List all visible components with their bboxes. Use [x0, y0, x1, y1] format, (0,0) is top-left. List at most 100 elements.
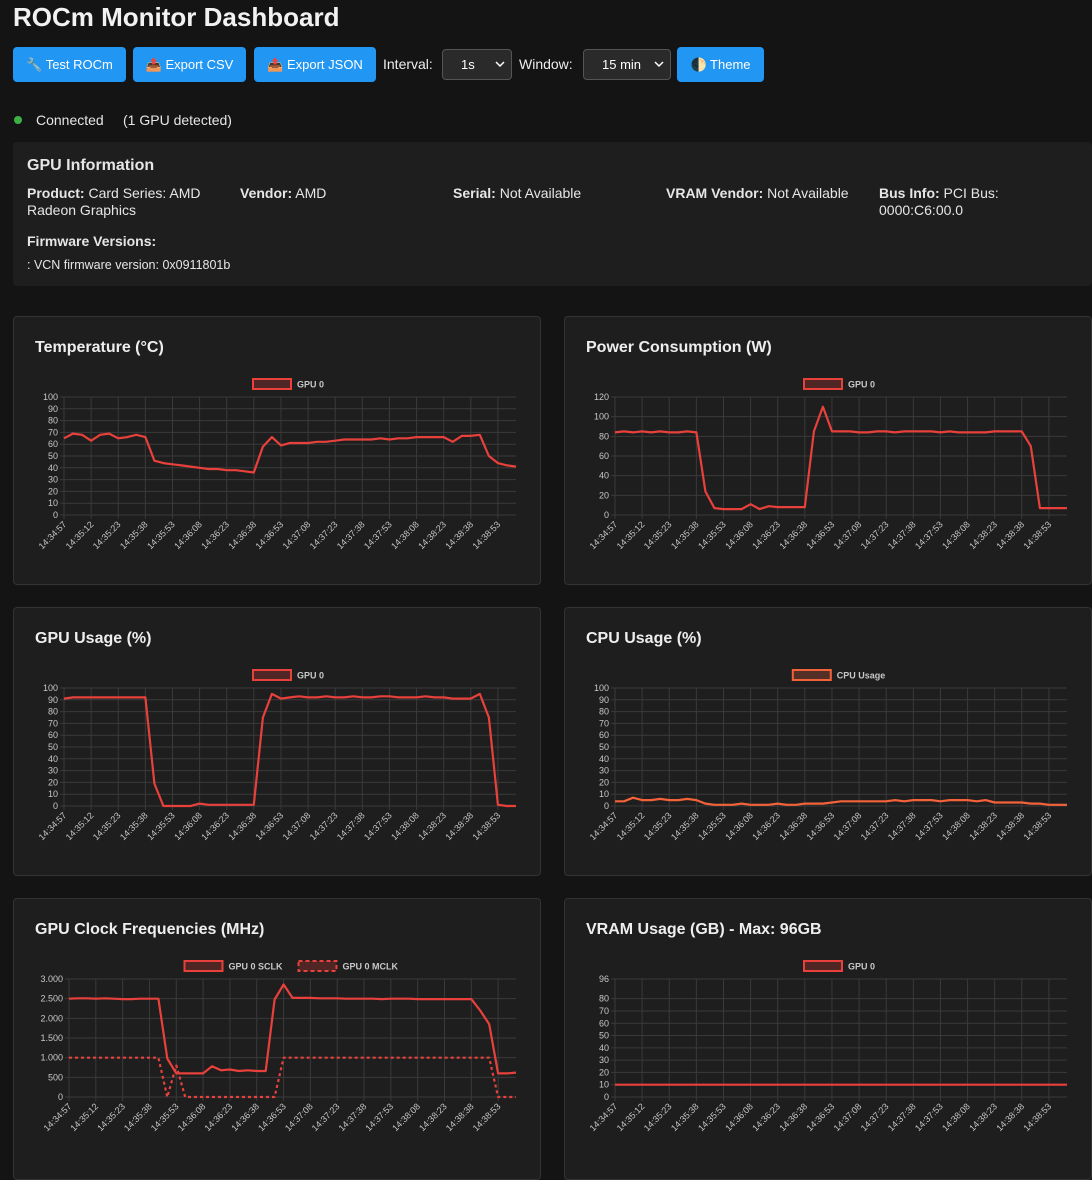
x-tick-label: 14:36:38 [229, 1101, 261, 1133]
y-tick-label: 120 [594, 392, 609, 402]
x-tick-label: 14:37:08 [281, 810, 313, 842]
series-line [614, 405, 1067, 511]
x-tick-label: 14:35:38 [122, 1101, 154, 1133]
x-tick-label: 14:38:38 [443, 810, 475, 842]
x-tick-label: 14:37:38 [335, 519, 367, 551]
x-tick-label: 14:37:23 [859, 1101, 891, 1133]
x-tick-label: 14:37:23 [308, 810, 340, 842]
field-label: VRAM Vendor: [666, 185, 764, 201]
y-tick-label: 10 [599, 1080, 609, 1090]
x-tick-label: 14:37:23 [310, 1101, 342, 1133]
y-tick-label: 40 [48, 463, 58, 473]
x-tick-label: 14:35:38 [669, 519, 701, 551]
legend-swatch [803, 960, 843, 972]
y-tick-label: 90 [48, 695, 58, 705]
info-field: Bus Info: PCI Bus: 0000:C6:00.0 [879, 185, 1049, 219]
y-tick-label: 3.000 [40, 974, 63, 984]
x-tick-label: 14:38:08 [389, 519, 421, 551]
x-tick-label: 14:36:53 [805, 519, 837, 551]
y-tick-label: 0 [604, 510, 609, 520]
interval-select[interactable]: 1s [442, 49, 512, 80]
field-value: AMD [295, 185, 327, 201]
x-tick-label: 14:34:57 [37, 519, 69, 551]
window-value: 15 min [602, 57, 642, 72]
y-tick-label: 50 [48, 742, 58, 752]
x-tick-label: 14:35:38 [669, 810, 701, 842]
y-tick-label: 60 [599, 1018, 609, 1028]
info-field: VRAM Vendor: Not Available [666, 185, 861, 202]
info-field: Vendor: AMD [240, 185, 435, 202]
x-tick-label: 14:35:12 [68, 1101, 100, 1133]
series-line [615, 796, 1067, 806]
x-tick-label: 14:37:08 [832, 1101, 864, 1133]
y-tick-label: 1.000 [40, 1053, 63, 1063]
status-dot [14, 116, 22, 124]
x-tick-label: 14:35:12 [615, 810, 647, 842]
x-tick-label: 14:36:38 [777, 810, 809, 842]
x-tick-label: 14:38:38 [994, 1101, 1026, 1133]
interval-value: 1s [461, 57, 475, 72]
legend-label: GPU 0 [297, 671, 324, 681]
y-tick-label: 80 [599, 431, 609, 441]
x-tick-label: 14:38:38 [444, 1101, 476, 1133]
x-tick-label: 14:37:08 [283, 1101, 315, 1133]
export-json-button[interactable]: 📤 Export JSON [254, 47, 376, 82]
x-tick-label: 14:34:57 [588, 810, 620, 842]
legend-label: GPU 0 [848, 380, 875, 390]
y-tick-label: 0 [604, 1092, 609, 1102]
y-tick-label: 100 [43, 392, 58, 402]
status-state: Connected [36, 112, 104, 128]
x-tick-label: 14:38:23 [967, 810, 999, 842]
x-tick-label: 14:37:08 [832, 519, 864, 551]
x-tick-label: 14:36:08 [723, 810, 755, 842]
x-tick-label: 14:36:08 [723, 1101, 755, 1133]
legend-label: CPU Usage [837, 671, 886, 681]
chart: 010203040506070809010014:34:5714:35:1214… [588, 669, 1067, 842]
y-tick-label: 40 [48, 754, 58, 764]
x-tick-label: 14:36:53 [254, 810, 286, 842]
x-tick-label: 14:34:57 [42, 1101, 74, 1133]
x-tick-label: 14:35:53 [696, 519, 728, 551]
x-tick-label: 14:35:23 [642, 1101, 674, 1133]
y-tick-label: 0 [604, 801, 609, 811]
y-tick-label: 100 [43, 683, 58, 693]
theme-button[interactable]: 🌓 Theme [677, 47, 764, 82]
x-tick-label: 14:36:38 [226, 519, 258, 551]
y-tick-label: 500 [48, 1072, 63, 1082]
window-select[interactable]: 15 min [583, 49, 671, 80]
x-tick-label: 14:37:38 [886, 1101, 918, 1133]
chart-panel: VRAM Usage (GB) - Max: 96GB 0 10 20 30 40 50 60… [564, 898, 1092, 1180]
chart: 02040608010012014:34:5714:35:1214:35:231… [588, 378, 1067, 551]
x-tick-label: 14:38:38 [994, 810, 1026, 842]
x-tick-label: 14:34:57 [588, 1101, 620, 1133]
field-value: Card Series: AMD Radeon Graphics [27, 185, 201, 218]
x-tick-label: 14:37:38 [886, 810, 918, 842]
export-csv-button[interactable]: 📤 Export CSV [133, 47, 246, 82]
legend-label: GPU 0 SCLK [229, 962, 284, 972]
window-label: Window: [519, 56, 573, 72]
x-tick-label: 14:35:23 [95, 1101, 127, 1133]
chart-panel: Power Consumption (W) 0 20 40 60 80 100 120 14:3… [564, 316, 1092, 585]
x-tick-label: 14:35:23 [642, 519, 674, 551]
chart-panel: GPU Usage (%) 0 10 20 30 40 50 60 70 80 90 100 14:34… [13, 607, 541, 876]
x-tick-label: 14:35:12 [64, 519, 96, 551]
chart-title: Power Consumption (W) [586, 339, 772, 356]
x-tick-label: 14:37:08 [281, 519, 313, 551]
y-tick-label: 0 [53, 510, 58, 520]
test-button[interactable]: 🔧 Test ROCm [13, 47, 126, 82]
info-field: Serial: Not Available [453, 185, 648, 202]
y-tick-label: 70 [599, 718, 609, 728]
legend-swatch [297, 960, 338, 972]
caret [495, 61, 505, 68]
chart-panel: GPU Clock Frequencies (MHz) 0 500 1.000 1.50… [13, 898, 541, 1180]
y-tick-label: 50 [48, 451, 58, 461]
legend-label: GPU 0 [297, 380, 324, 390]
x-tick-label: 14:37:38 [337, 1101, 369, 1133]
x-tick-label: 14:38:08 [940, 810, 972, 842]
y-tick-label: 80 [48, 707, 58, 717]
y-tick-label: 60 [599, 451, 609, 461]
y-tick-label: 70 [48, 718, 58, 728]
y-tick-label: 100 [594, 683, 609, 693]
legend-label: GPU 0 MCLK [343, 962, 399, 972]
